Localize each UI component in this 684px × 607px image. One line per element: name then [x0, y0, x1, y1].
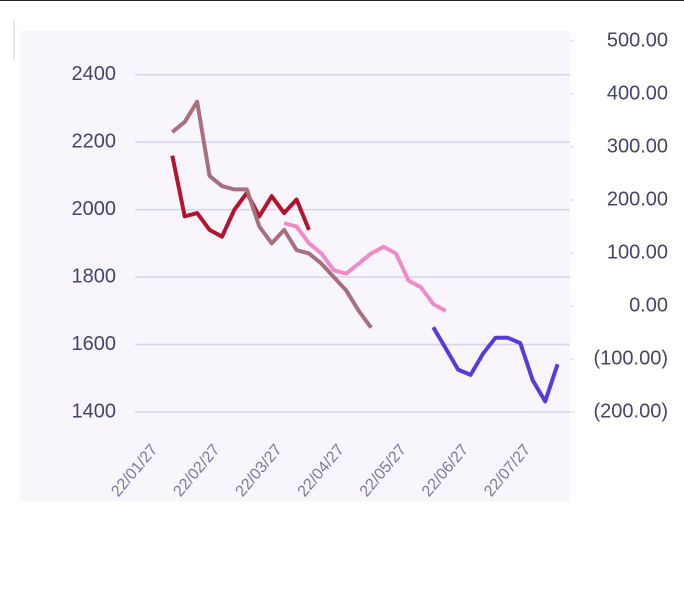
y2-tick-label: 500.00 — [607, 29, 668, 51]
y-tick-label: 1400 — [72, 400, 117, 422]
y-tick-label: 1600 — [72, 333, 117, 355]
y2-tick-label: 400.00 — [607, 82, 668, 104]
y2-tick-label: 0.00 — [629, 294, 668, 316]
y-tick-label: 1800 — [72, 265, 117, 287]
series-line — [170, 155, 311, 239]
series-line — [171, 99, 373, 329]
y-tick-label: 2400 — [72, 63, 117, 85]
y2-tick-label: 300.00 — [607, 135, 668, 157]
y2-tick-label: 200.00 — [607, 188, 668, 210]
plot-background — [20, 31, 570, 501]
series-line — [283, 221, 447, 313]
y2-tick-label: (100.00) — [594, 347, 669, 369]
y2-tick-label: 100.00 — [607, 241, 668, 263]
y-tick-label: 2200 — [72, 130, 117, 152]
y2-tick-label: (200.00) — [594, 400, 669, 422]
y-tick-label: 2000 — [72, 198, 117, 220]
series-line — [431, 326, 560, 404]
